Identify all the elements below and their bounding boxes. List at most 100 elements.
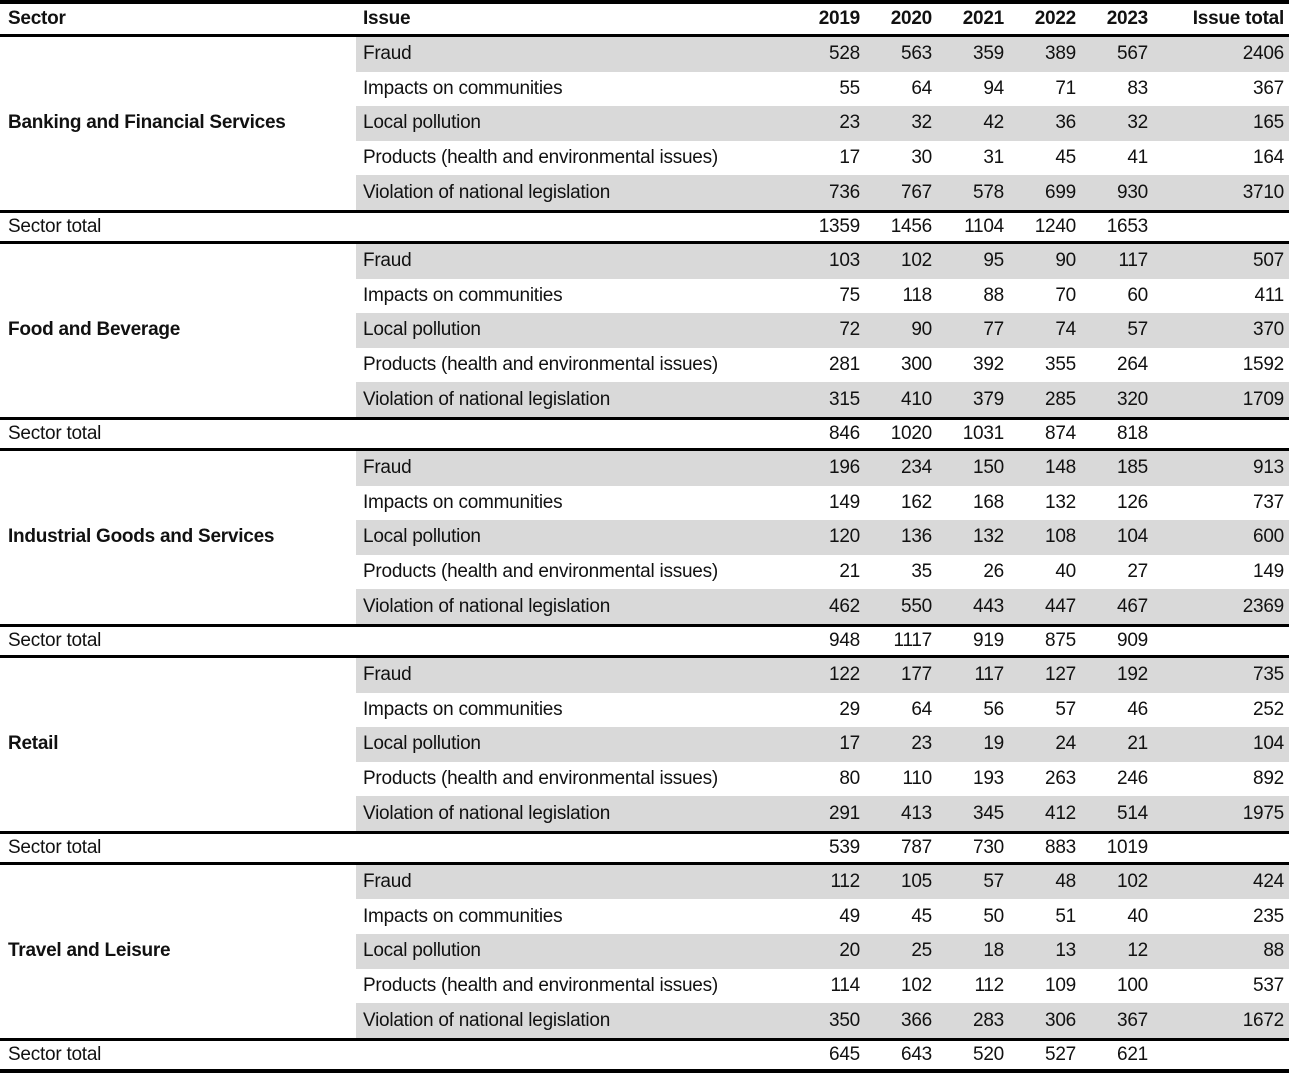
year-value-cell: 315 [794, 382, 866, 419]
sector-total-row: Sector total 1359 1456 1104 1240 1653 [0, 211, 1289, 243]
issue-label: Fraud [356, 242, 794, 279]
issue-label: Impacts on communities [363, 905, 563, 927]
empty-cell [1154, 211, 1289, 243]
year-value-cell: 389 [1010, 35, 1082, 72]
issue-row: Local pollution 23 32 42 36 32 165 [0, 106, 1289, 141]
year-value-cell: 281 [829, 354, 860, 376]
year-value-cell: 102 [1082, 863, 1154, 900]
year-value-cell: 77 [938, 313, 1010, 348]
year-value-cell: 112 [974, 974, 1004, 996]
year-value-cell: 75 [839, 284, 860, 306]
issue-total-cell: 164 [1253, 147, 1284, 169]
sector-name: Industrial Goods and Services [0, 449, 356, 626]
sector-total-value-cell: 883 [1010, 832, 1082, 864]
issue-label: Local pollution [356, 106, 794, 141]
issue-row: Products (health and environmental issue… [0, 348, 1289, 383]
year-value-cell: 18 [938, 934, 1010, 969]
issue-total-cell: 735 [1154, 656, 1289, 693]
year-value-cell: 132 [938, 520, 1010, 555]
year-value-cell: 132 [1045, 491, 1076, 513]
year-value-cell: 117 [1082, 242, 1154, 279]
year-value-cell: 168 [973, 491, 1004, 513]
year-value-cell: 70 [1055, 284, 1076, 306]
col-header-issue: Issue [363, 8, 411, 29]
year-value-cell: 699 [1010, 175, 1082, 212]
year-value-cell: 410 [866, 382, 938, 419]
year-value-cell: 26 [983, 561, 1004, 583]
sector-total-value-cell: 874 [1010, 418, 1082, 450]
sector-name: Banking and Financial Services [0, 35, 356, 212]
year-value-cell: 149 [829, 491, 860, 513]
sector-total-value-cell: 909 [1082, 625, 1154, 657]
sector-total-row: Sector total 539 787 730 883 1019 [0, 832, 1289, 864]
issue-label: Impacts on communities [363, 77, 563, 99]
year-value-cell: 57 [1055, 698, 1076, 720]
year-value-cell: 767 [866, 175, 938, 212]
sector-total-row: Sector total 846 1020 1031 874 818 [0, 418, 1289, 450]
year-value-cell: 367 [1082, 1003, 1154, 1040]
col-header-2020: 2020 [890, 8, 933, 29]
issue-total-cell: 424 [1154, 863, 1289, 900]
issue-row: Impacts on communities 149 162 168 132 126 737 [0, 486, 1289, 521]
year-value-cell: 392 [973, 354, 1004, 376]
sector-total-value-cell: 875 [1010, 625, 1082, 657]
year-value-cell: 366 [866, 1003, 938, 1040]
year-value-cell: 13 [1010, 934, 1082, 969]
year-value-cell: 193 [973, 767, 1004, 789]
issue-total-cell: 367 [1253, 77, 1284, 99]
year-value-cell: 514 [1082, 796, 1154, 833]
issue-row: Impacts on communities 55 64 94 71 83 367 [0, 72, 1289, 107]
issue-row: Impacts on communities 29 64 56 57 46 252 [0, 693, 1289, 728]
year-value-cell: 88 [983, 284, 1004, 306]
issue-total-cell: 235 [1253, 905, 1284, 927]
issue-label: Violation of national legislation [356, 796, 794, 833]
year-value-cell: 443 [938, 589, 1010, 626]
year-value-cell: 36 [1010, 106, 1082, 141]
issue-total-cell: 104 [1154, 727, 1289, 762]
sector-total-value-cell: 621 [1082, 1039, 1154, 1071]
sector-total-value-cell: 787 [866, 832, 938, 864]
year-value-cell: 345 [938, 796, 1010, 833]
year-value-cell: 30 [911, 147, 932, 169]
sector-total-label: Sector total [0, 625, 794, 657]
year-value-cell: 126 [1117, 491, 1148, 513]
year-value-cell: 120 [794, 520, 866, 555]
year-value-cell: 567 [1082, 35, 1154, 72]
year-value-cell: 74 [1010, 313, 1082, 348]
year-value-cell: 102 [901, 974, 932, 996]
year-value-cell: 83 [1127, 77, 1148, 99]
issue-total-cell: 1592 [1242, 354, 1285, 376]
issue-row: Local pollution 120 136 132 108 104 600 [0, 520, 1289, 555]
sector-total-label: Sector total [0, 211, 794, 243]
year-value-cell: 103 [794, 242, 866, 279]
year-value-cell: 21 [839, 561, 860, 583]
issue-total-cell: 165 [1154, 106, 1289, 141]
year-value-cell: 100 [1117, 974, 1148, 996]
year-value-cell: 359 [938, 35, 1010, 72]
issue-label: Violation of national legislation [356, 1003, 794, 1040]
year-value-cell: 563 [866, 35, 938, 72]
issue-row: Local pollution 20 25 18 13 12 88 [0, 934, 1289, 969]
year-value-cell: 148 [1010, 449, 1082, 486]
col-header-2023: 2023 [1106, 8, 1149, 29]
issue-total-cell: 411 [1254, 284, 1284, 306]
issue-total-cell: 370 [1154, 313, 1289, 348]
table-body: Banking and Financial Services Fraud 528 56… [0, 35, 1289, 1071]
issue-row: Products (health and environmental issue… [0, 762, 1289, 797]
issue-label: Fraud [356, 35, 794, 72]
year-value-cell: 291 [794, 796, 866, 833]
issue-total-cell: 600 [1154, 520, 1289, 555]
year-value-cell: 930 [1082, 175, 1154, 212]
issue-label: Local pollution [356, 727, 794, 762]
issue-total-cell: 507 [1154, 242, 1289, 279]
year-value-cell: 263 [1045, 767, 1076, 789]
sector-total-value-cell: 1117 [866, 625, 938, 657]
issue-total-cell: 913 [1154, 449, 1289, 486]
sector-total-label: Sector total [0, 418, 794, 450]
year-value-cell: 300 [901, 354, 932, 376]
issue-row: Violation of national legislation 350 366 2… [0, 1003, 1289, 1040]
year-value-cell: 122 [794, 656, 866, 693]
issue-label: Products (health and environmental issue… [363, 354, 718, 376]
sector-total-value-cell: 643 [866, 1039, 938, 1071]
year-value-cell: 60 [1127, 284, 1148, 306]
